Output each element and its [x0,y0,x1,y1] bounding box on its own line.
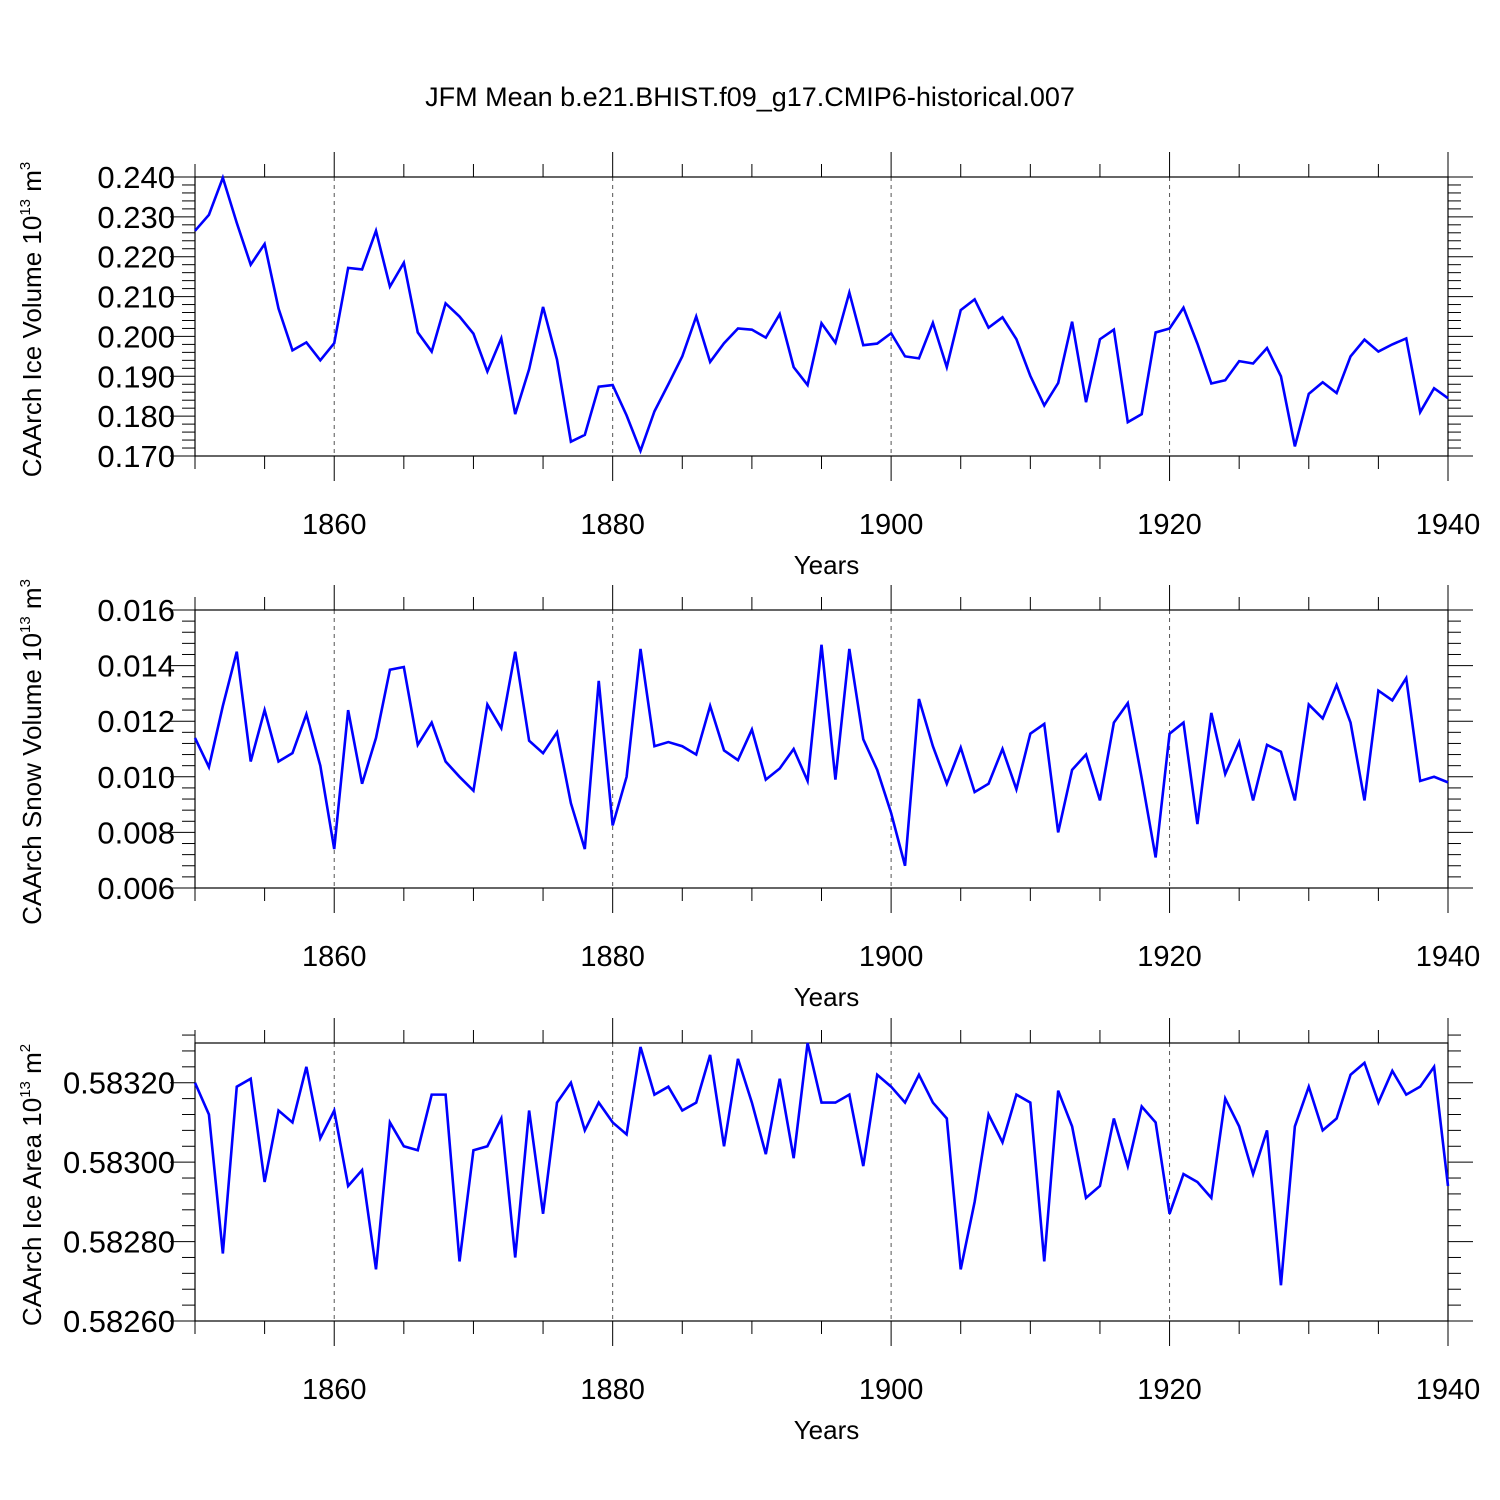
x-axis-title: Years [794,550,860,580]
y-tick-label: 0.58280 [63,1225,175,1260]
series-line [193,1042,1450,1286]
y-axis-title: CAArch Ice Area 1013 m2 [17,1044,47,1326]
y-tick-label: 0.200 [97,319,175,354]
y-tick-label: 0.010 [97,760,175,795]
x-tick-label: 1920 [1137,1374,1202,1406]
y-tick-label: 0.58260 [63,1304,175,1339]
series-line [194,173,1449,455]
y-axis-title-part: CAArch Snow Volume 10 [17,633,47,925]
y-axis-title-superscript: 13 [17,1081,34,1098]
y-axis-title-superscript: 3 [17,579,34,587]
plot-frame [194,176,1449,457]
x-tick-label: 1940 [1416,941,1481,973]
y-tick-label: 0.008 [97,815,175,850]
y-tick-label: 0.58320 [63,1066,175,1101]
x-axis-title: Years [794,982,860,1012]
y-tick-label: 0.230 [97,200,175,235]
y-tick-label: 0.220 [97,240,175,275]
y-tick-label: 0.180 [97,399,175,434]
x-axis-title: Years [794,1415,860,1445]
y-tick-label: 0.58300 [63,1145,175,1180]
x-tick-label: 1920 [1137,509,1202,541]
y-axis-title-part: m [17,170,47,199]
y-axis-title-superscript: 13 [17,199,34,216]
y-tick-label: 0.170 [97,439,175,474]
y-axis-title: CAArch Ice Volume 1013 m3 [17,162,47,478]
chart-title: JFM Mean b.e21.BHIST.f09_g17.CMIP6-histo… [425,82,1075,112]
x-tick-label: 1880 [580,509,645,541]
x-tick-label: 1940 [1416,509,1481,541]
y-axis-title-superscript: 3 [17,162,34,170]
x-tick-label: 1920 [1137,941,1202,973]
y-tick-label: 0.210 [97,280,175,315]
x-tick-label: 1940 [1416,1374,1481,1406]
x-tick-label: 1900 [859,1374,924,1406]
y-axis-title-superscript: 2 [17,1044,34,1052]
x-tick-label: 1880 [580,941,645,973]
y-axis-title-part: CAArch Ice Area 10 [17,1098,47,1326]
y-axis-title-superscript: 13 [17,616,34,633]
x-tick-label: 1900 [859,941,924,973]
series-line [193,644,1449,867]
y-axis-title-part: m [17,587,47,616]
y-tick-label: 0.006 [97,871,175,906]
x-tick-label: 1880 [580,1374,645,1406]
panel-1: 1860 1880 1900 1920 1940 0.170 0.180 0.190 0.200… [17,152,1480,580]
panel-3: 1860 1880 1900 1920 1940 0.58260 0.58280 0.5830… [17,1018,1480,1445]
y-axis-title-part: CAArch Ice Volume 10 [17,216,47,478]
y-tick-label: 0.190 [97,359,175,394]
y-tick-label: 0.016 [97,593,175,628]
panel-2: 1860 1880 1900 1920 1940 0.006 0.008 0.010 0.012… [17,579,1480,1012]
x-tick-label: 1860 [302,941,367,973]
y-tick-label: 0.014 [97,649,175,684]
x-tick-label: 1900 [859,509,924,541]
x-tick-label: 1860 [302,509,367,541]
y-axis-title-part: m [17,1052,47,1081]
x-tick-label: 1860 [302,1374,367,1406]
y-tick-label: 0.012 [97,704,175,739]
plot-frame [194,1042,1449,1322]
y-axis-title: CAArch Snow Volume 1013 m3 [17,579,47,925]
y-tick-label: 0.240 [97,160,175,195]
